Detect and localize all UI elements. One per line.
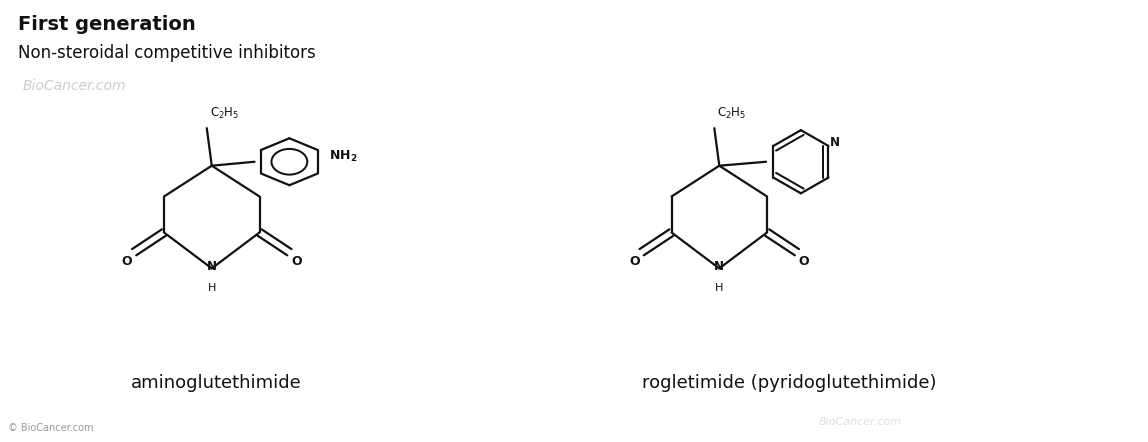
Text: O: O — [292, 255, 302, 268]
Text: © BioCancer.com: © BioCancer.com — [8, 423, 93, 433]
Text: BioCancer.com: BioCancer.com — [23, 79, 126, 93]
Text: N: N — [830, 137, 839, 149]
Text: $\mathregular{C_2H_5}$: $\mathregular{C_2H_5}$ — [210, 106, 239, 121]
Text: N: N — [207, 260, 217, 273]
Text: O: O — [629, 255, 641, 268]
Text: N: N — [714, 260, 724, 273]
Text: O: O — [799, 255, 809, 268]
Text: $\mathregular{NH_2}$: $\mathregular{NH_2}$ — [329, 149, 358, 164]
Text: aminoglutethimide: aminoglutethimide — [131, 374, 302, 392]
Text: Non-steroidal competitive inhibitors: Non-steroidal competitive inhibitors — [17, 44, 316, 62]
Text: $\mathregular{C_2H_5}$: $\mathregular{C_2H_5}$ — [718, 106, 746, 121]
Text: First generation: First generation — [17, 15, 195, 34]
Text: O: O — [122, 255, 132, 268]
Text: H: H — [208, 283, 216, 293]
Text: H: H — [715, 283, 723, 293]
Text: rogletimide (pyridoglutethimide): rogletimide (pyridoglutethimide) — [642, 374, 937, 392]
Text: BioCancer.com: BioCancer.com — [819, 417, 902, 427]
